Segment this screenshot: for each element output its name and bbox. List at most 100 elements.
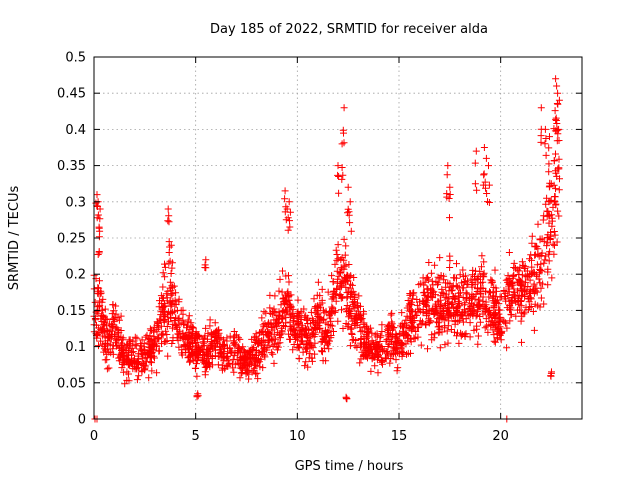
data-point (339, 171, 347, 179)
data-point (401, 332, 409, 340)
data-point (166, 257, 174, 265)
data-point (514, 287, 521, 295)
data-point (301, 362, 309, 370)
data-point (340, 129, 347, 137)
data-point (540, 300, 548, 308)
data-point (146, 332, 154, 340)
data-point (304, 314, 312, 322)
data-point (298, 325, 306, 333)
data-point (165, 212, 173, 220)
data-point (374, 369, 382, 377)
data-point (243, 358, 251, 366)
data-point (491, 312, 499, 320)
data-point (343, 294, 351, 302)
data-point (133, 334, 141, 342)
data-point (547, 196, 555, 204)
data-point (101, 328, 109, 335)
data-point (316, 325, 323, 333)
data-point (547, 372, 555, 380)
data-point (94, 307, 101, 315)
data-point (93, 191, 101, 199)
data-point (474, 285, 482, 293)
data-point (239, 343, 247, 351)
data-point (140, 360, 147, 368)
data-point (283, 301, 291, 309)
data-point (93, 331, 101, 339)
data-point (491, 319, 499, 326)
data-point (276, 311, 284, 319)
data-point (186, 358, 193, 366)
data-point (95, 342, 102, 350)
data-point (543, 242, 551, 250)
data-point (398, 309, 406, 317)
data-point (208, 331, 216, 338)
data-point (468, 295, 476, 303)
data-point (274, 320, 282, 327)
data-point (478, 263, 485, 271)
data-point (503, 344, 511, 352)
data-point (474, 276, 482, 283)
data-point (466, 319, 474, 327)
data-point (456, 271, 464, 279)
data-point (214, 361, 222, 369)
data-point (534, 220, 542, 228)
data-point (289, 346, 297, 354)
data-point (200, 338, 208, 346)
data-point (432, 300, 440, 308)
data-point (517, 302, 525, 310)
data-point (159, 269, 167, 277)
data-point (340, 256, 348, 264)
data-point (253, 369, 261, 377)
data-point (514, 294, 522, 302)
data-point (425, 259, 433, 266)
data-point (527, 294, 535, 302)
data-point (507, 297, 515, 305)
data-point (485, 307, 493, 315)
data-point (230, 338, 238, 346)
data-point (103, 356, 111, 364)
data-point (419, 306, 427, 313)
data-point (466, 307, 474, 315)
data-point (540, 259, 548, 267)
data-point (496, 293, 504, 301)
data-point (151, 335, 159, 343)
data-point (284, 226, 292, 234)
data-point (361, 339, 369, 347)
data-point (553, 100, 561, 107)
data-point (112, 324, 120, 332)
data-point (444, 303, 452, 311)
data-point (372, 342, 380, 350)
data-point (103, 322, 111, 330)
data-point (318, 285, 326, 293)
data-point (211, 319, 219, 327)
data-point (491, 311, 499, 319)
data-point (533, 261, 541, 269)
data-point (368, 337, 376, 345)
data-point (157, 308, 165, 316)
data-point (167, 241, 175, 249)
x-axis-title: GPS time / hours (295, 459, 404, 474)
data-point (480, 171, 488, 179)
data-point (171, 300, 179, 308)
data-point (337, 264, 345, 272)
data-point (404, 349, 412, 357)
data-point (94, 251, 102, 258)
data-point (184, 318, 192, 326)
data-point (150, 328, 158, 336)
data-point (357, 312, 364, 319)
data-point (133, 365, 141, 373)
y-axis-title: SRMTID / TECUs (7, 186, 22, 291)
data-point (543, 194, 551, 202)
data-point (267, 335, 275, 343)
data-point (428, 331, 436, 339)
data-point (200, 334, 208, 342)
data-point (328, 322, 336, 330)
data-point (546, 179, 554, 187)
data-point (301, 345, 309, 353)
data-point (329, 278, 337, 286)
data-point (270, 305, 278, 313)
data-point (508, 296, 516, 304)
data-point (518, 280, 526, 288)
data-point (353, 321, 361, 329)
data-point (164, 205, 172, 213)
